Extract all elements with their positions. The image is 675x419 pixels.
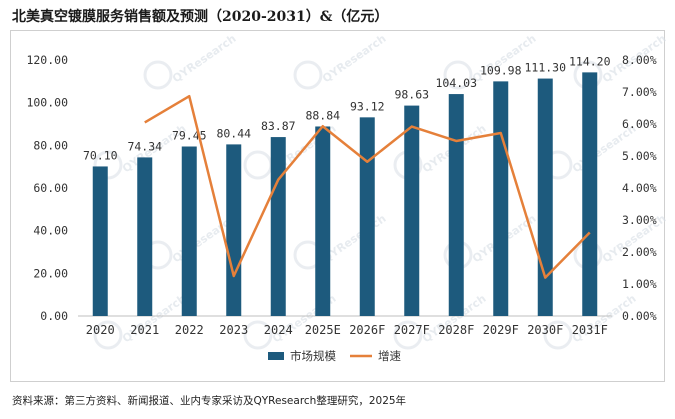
right-axis-tick-label: 5.00%	[622, 149, 657, 163]
bar-value-label: 88.84	[305, 108, 340, 122]
bar-value-label: 83.87	[261, 119, 296, 133]
right-axis-tick-label: 3.00%	[622, 213, 657, 227]
left-axis-tick-label: 0.00	[40, 309, 68, 323]
x-axis-tick-label: 2023	[219, 323, 248, 337]
legend-label: 增速	[378, 349, 401, 363]
legend-bar-swatch	[268, 352, 284, 360]
x-axis-tick-label: 2025E	[305, 323, 341, 337]
left-axis-tick-label: 20.00	[33, 266, 68, 280]
right-axis-tick-label: 2.00%	[622, 245, 657, 259]
x-axis-tick-label: 2027F	[394, 323, 430, 337]
bar	[493, 81, 509, 316]
bar	[315, 126, 331, 316]
bar-value-label: 74.34	[127, 139, 162, 153]
source-note: 资料来源：第三方资料、新闻报道、业内专家采访及QYResearch整理研究，20…	[12, 395, 407, 407]
watermark-logo-mark	[243, 320, 273, 350]
x-axis-tick-label: 2021	[130, 323, 159, 337]
x-axis-tick-label: 2024	[264, 323, 293, 337]
x-axis-tick-label: 2026F	[349, 323, 385, 337]
watermark-logo-mark	[93, 320, 123, 350]
bar-value-label: 104.03	[435, 76, 477, 90]
bar-value-label: 109.98	[480, 63, 522, 77]
bar	[359, 117, 375, 317]
x-axis-tick-label: 2030F	[527, 323, 563, 337]
bar-value-label: 114.20	[569, 54, 611, 68]
bar-value-label: 111.30	[524, 61, 566, 75]
watermark-text: QYResearch	[120, 292, 188, 345]
bar-value-label: 98.63	[394, 88, 429, 102]
right-axis-tick-label: 7.00%	[622, 85, 657, 99]
bar	[226, 144, 242, 316]
right-axis-tick-label: 8.00%	[622, 53, 657, 67]
left-axis-tick-label: 100.00	[26, 96, 68, 110]
bar	[404, 105, 420, 317]
left-axis-tick-label: 40.00	[33, 224, 68, 238]
watermark-text: QYResearch	[320, 212, 388, 265]
bar-value-label: 70.10	[83, 148, 118, 162]
bar	[137, 157, 153, 316]
watermark-text: QYResearch	[170, 32, 238, 85]
watermark-logo-mark	[93, 150, 123, 180]
left-axis-tick-label: 60.00	[33, 181, 68, 195]
watermark-logo-mark	[293, 60, 323, 90]
bar-value-label: 93.12	[350, 99, 385, 113]
chart-frame	[10, 30, 665, 382]
watermark-logo-mark	[243, 150, 273, 180]
right-axis-tick-label: 4.00%	[622, 181, 657, 195]
bar	[537, 78, 553, 316]
bar	[270, 137, 286, 316]
chart-title: 北美真空镀膜服务销售额及预测（2020-2031）&（亿元）	[12, 9, 389, 25]
bar	[92, 166, 108, 316]
bar	[181, 146, 197, 316]
x-axis-tick-label: 2029F	[483, 323, 519, 337]
right-axis-tick-label: 6.00%	[622, 117, 657, 131]
watermark-logo-mark	[143, 60, 173, 90]
watermark-logo-mark	[393, 320, 423, 350]
growth-line	[144, 94, 591, 279]
watermark-text: QYResearch	[320, 32, 388, 85]
x-axis-tick-label: 2020	[86, 323, 115, 337]
right-axis-tick-label: 0.00%	[622, 309, 657, 323]
left-axis-tick-label: 120.00	[26, 53, 68, 67]
left-axis-tick-label: 80.00	[33, 138, 68, 152]
x-axis-tick-label: 2031F	[572, 323, 608, 337]
x-axis-tick-label: 2028F	[438, 323, 474, 337]
watermark-logo-mark	[543, 320, 573, 350]
right-axis-tick-label: 1.00%	[622, 277, 657, 291]
bar-value-label: 80.44	[216, 126, 251, 140]
bar	[448, 94, 464, 316]
watermark-logo-mark	[443, 60, 473, 90]
bar	[582, 72, 598, 316]
legend-label: 市场规模	[290, 349, 336, 363]
x-axis-tick-label: 2022	[175, 323, 204, 337]
